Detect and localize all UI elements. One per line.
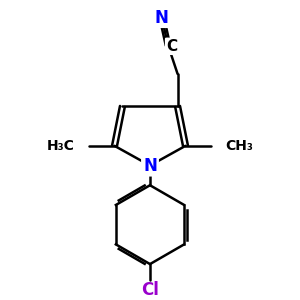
Text: Cl: Cl [141,281,159,299]
Text: N: N [143,157,157,175]
Text: CH₃: CH₃ [225,139,253,153]
Text: H₃C: H₃C [47,139,75,153]
Text: C: C [166,39,177,54]
Text: N: N [155,9,169,27]
